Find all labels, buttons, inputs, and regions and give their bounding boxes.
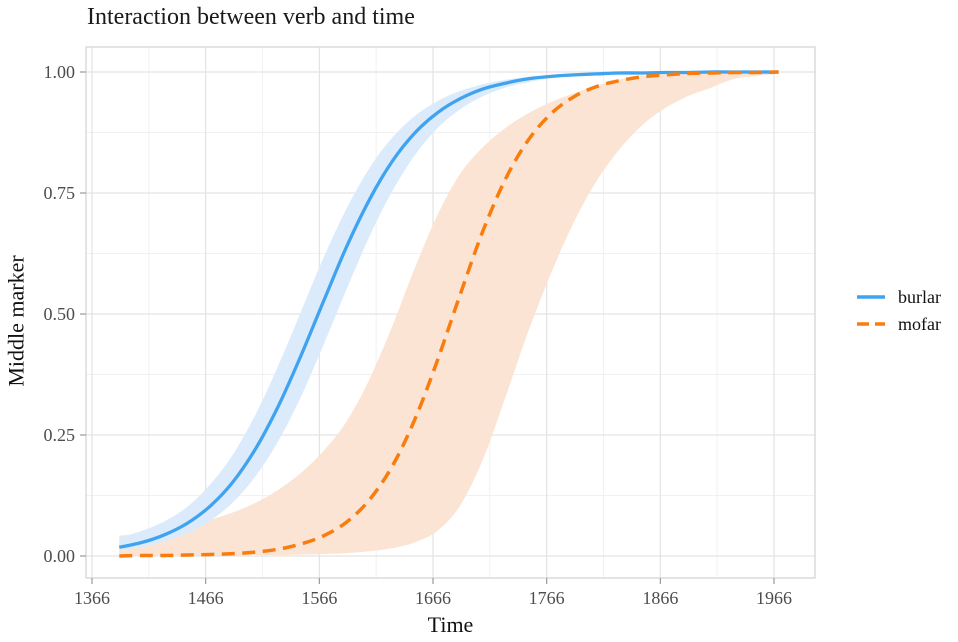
legend-key-dashed-line-icon (857, 322, 885, 326)
legend-key-solid-line-icon (857, 295, 885, 299)
svg-text:0.25: 0.25 (44, 425, 76, 445)
x-axis-title: Time (427, 612, 474, 637)
svg-text:1766: 1766 (529, 588, 565, 608)
svg-text:1966: 1966 (756, 588, 792, 608)
svg-text:0.75: 0.75 (44, 183, 76, 203)
y-axis-title: Middle marker (2, 0, 32, 642)
svg-text:1666: 1666 (415, 588, 451, 608)
svg-text:1366: 1366 (74, 588, 110, 608)
legend-item-burlar: burlar (856, 288, 941, 306)
y-axis-title-text: Middle marker (4, 255, 30, 387)
svg-text:0.50: 0.50 (44, 304, 76, 324)
legend-label-burlar: burlar (898, 287, 941, 307)
svg-text:0.00: 0.00 (44, 546, 76, 566)
svg-text:1466: 1466 (188, 588, 224, 608)
svg-text:1866: 1866 (642, 588, 678, 608)
legend: burlar mofar (856, 288, 941, 333)
legend-item-mofar: mofar (856, 315, 941, 333)
chart-title: Interaction between verb and time (87, 4, 415, 30)
legend-label-mofar: mofar (898, 314, 941, 334)
svg-text:1566: 1566 (301, 588, 337, 608)
svg-text:1.00: 1.00 (44, 62, 76, 82)
